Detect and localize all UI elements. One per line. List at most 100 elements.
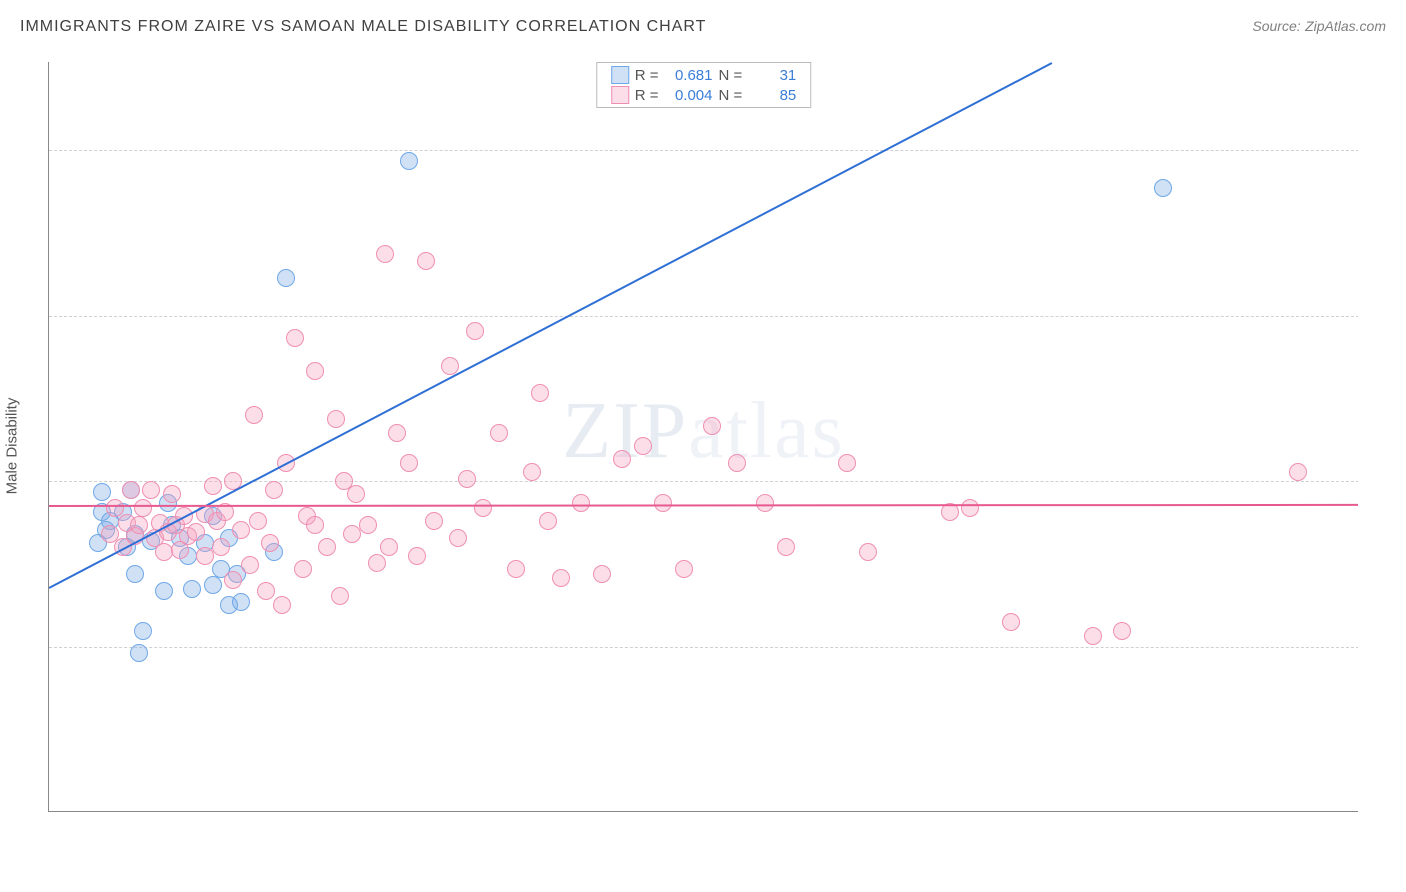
point-samoan — [474, 499, 492, 517]
point-samoan — [654, 494, 672, 512]
x-tickmark — [950, 811, 951, 812]
point-samoan — [106, 499, 124, 517]
point-samoan — [523, 463, 541, 481]
point-samoan — [142, 481, 160, 499]
correlation-legend: R = 0.681 N = 31 R = 0.004 N = 85 — [596, 62, 812, 108]
source: Source: ZipAtlas.com — [1252, 18, 1386, 36]
point-samoan — [187, 523, 205, 541]
point-samoan — [552, 569, 570, 587]
point-samoan — [1113, 622, 1131, 640]
n-label: N = — [719, 67, 743, 84]
x-tickmark — [458, 811, 459, 812]
point-samoan — [204, 477, 222, 495]
point-samoan — [1002, 613, 1020, 631]
point-samoan — [613, 450, 631, 468]
x-tickmark — [1072, 811, 1073, 812]
n-value-samoans: 85 — [748, 87, 796, 104]
point-samoan — [859, 543, 877, 561]
n-label: N = — [719, 87, 743, 104]
gridline — [49, 150, 1358, 151]
source-label: Source: — [1252, 18, 1300, 34]
point-samoan — [273, 596, 291, 614]
point-samoan — [490, 424, 508, 442]
point-samoan — [777, 538, 795, 556]
point-samoan — [130, 516, 148, 534]
point-samoan — [703, 417, 721, 435]
chart-title: IMMIGRANTS FROM ZAIRE VS SAMOAN MALE DIS… — [20, 18, 706, 36]
point-samoan — [265, 481, 283, 499]
x-tickmark — [90, 811, 91, 812]
point-samoan — [122, 481, 140, 499]
point-samoan — [306, 362, 324, 380]
point-samoan — [257, 582, 275, 600]
x-tickmark — [827, 811, 828, 812]
legend-row-zaire: R = 0.681 N = 31 — [597, 65, 811, 85]
watermark: ZIPatlas — [562, 386, 845, 477]
x-tickmark — [704, 811, 705, 812]
point-samoan — [245, 406, 263, 424]
point-samoan — [306, 516, 324, 534]
point-samoan — [134, 499, 152, 517]
point-samoan — [318, 538, 336, 556]
x-tickmark — [581, 811, 582, 812]
point-samoan — [331, 587, 349, 605]
point-samoan — [212, 538, 230, 556]
point-samoan — [531, 384, 549, 402]
point-samoan — [1084, 627, 1102, 645]
x-tickmark — [213, 811, 214, 812]
r-label: R = — [635, 87, 659, 104]
point-zaire — [400, 152, 418, 170]
point-samoan — [408, 547, 426, 565]
x-tickmark — [336, 811, 337, 812]
x-tickmark — [1318, 811, 1319, 812]
point-zaire — [183, 580, 201, 598]
point-zaire — [204, 576, 222, 594]
point-zaire — [155, 582, 173, 600]
point-samoan — [241, 556, 259, 574]
point-samoan — [232, 521, 250, 539]
point-samoan — [388, 424, 406, 442]
swatch-zaire — [611, 66, 629, 84]
trendline-zaire — [49, 62, 1053, 589]
point-samoan — [756, 494, 774, 512]
point-samoan — [449, 529, 467, 547]
point-samoan — [347, 485, 365, 503]
point-zaire — [93, 483, 111, 501]
r-value-samoans: 0.004 — [665, 87, 713, 104]
point-zaire — [1154, 179, 1172, 197]
n-value-zaire: 31 — [748, 67, 796, 84]
point-samoan — [224, 571, 242, 589]
point-samoan — [163, 485, 181, 503]
point-samoan — [593, 565, 611, 583]
point-zaire — [277, 269, 295, 287]
point-samoan — [634, 437, 652, 455]
point-samoan — [327, 410, 345, 428]
point-samoan — [728, 454, 746, 472]
point-samoan — [572, 494, 590, 512]
point-samoan — [261, 534, 279, 552]
r-value-zaire: 0.681 — [665, 67, 713, 84]
point-samoan — [359, 516, 377, 534]
point-samoan — [196, 547, 214, 565]
point-samoan — [675, 560, 693, 578]
swatch-samoans — [611, 86, 629, 104]
trendline-samoans — [49, 504, 1358, 507]
scatter-plot: ZIPatlas R = 0.681 N = 31 R = 0.004 N = … — [48, 62, 1358, 812]
point-samoan — [507, 560, 525, 578]
point-samoan — [838, 454, 856, 472]
y-axis-label: Male Disability — [4, 398, 21, 495]
point-samoan — [400, 454, 418, 472]
point-samoan — [286, 329, 304, 347]
point-samoan — [425, 512, 443, 530]
point-samoan — [343, 525, 361, 543]
point-samoan — [380, 538, 398, 556]
point-samoan — [458, 470, 476, 488]
r-label: R = — [635, 67, 659, 84]
point-samoan — [368, 554, 386, 572]
x-tickmark — [1195, 811, 1196, 812]
point-samoan — [155, 543, 173, 561]
point-samoan — [539, 512, 557, 530]
gridline — [49, 647, 1358, 648]
point-samoan — [466, 322, 484, 340]
point-zaire — [126, 565, 144, 583]
